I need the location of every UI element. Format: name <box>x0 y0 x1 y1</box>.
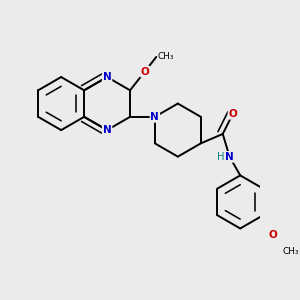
Text: N: N <box>103 125 112 135</box>
Text: CH₃: CH₃ <box>283 248 299 256</box>
Text: O: O <box>229 109 237 119</box>
Text: H: H <box>217 152 224 162</box>
Text: N: N <box>225 152 234 162</box>
Text: N: N <box>103 72 112 82</box>
Text: O: O <box>140 67 149 76</box>
Text: CH₃: CH₃ <box>158 52 174 62</box>
Text: N: N <box>151 112 159 122</box>
Text: O: O <box>269 230 278 240</box>
